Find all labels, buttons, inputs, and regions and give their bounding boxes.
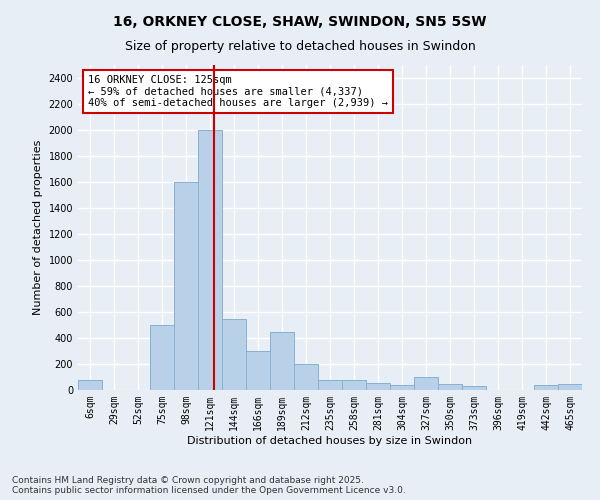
Bar [414,377,438,390]
Bar [174,182,198,390]
Bar [342,380,366,390]
Text: Size of property relative to detached houses in Swindon: Size of property relative to detached ho… [125,40,475,53]
Text: 16, ORKNEY CLOSE, SHAW, SWINDON, SN5 5SW: 16, ORKNEY CLOSE, SHAW, SWINDON, SN5 5SW [113,15,487,29]
Bar [150,325,174,390]
X-axis label: Distribution of detached houses by size in Swindon: Distribution of detached houses by size … [187,436,473,446]
Bar [78,380,102,390]
Bar [270,332,294,390]
Bar [246,351,270,390]
Text: Contains HM Land Registry data © Crown copyright and database right 2025.
Contai: Contains HM Land Registry data © Crown c… [12,476,406,495]
Bar [222,318,246,390]
Bar [390,385,414,390]
Bar [462,386,486,390]
Bar [534,386,558,390]
Bar [198,130,222,390]
Y-axis label: Number of detached properties: Number of detached properties [33,140,43,315]
Bar [318,380,342,390]
Bar [366,383,390,390]
Bar [438,384,462,390]
Bar [558,384,582,390]
Text: 16 ORKNEY CLOSE: 125sqm
← 59% of detached houses are smaller (4,337)
40% of semi: 16 ORKNEY CLOSE: 125sqm ← 59% of detache… [88,74,388,108]
Bar [294,364,318,390]
